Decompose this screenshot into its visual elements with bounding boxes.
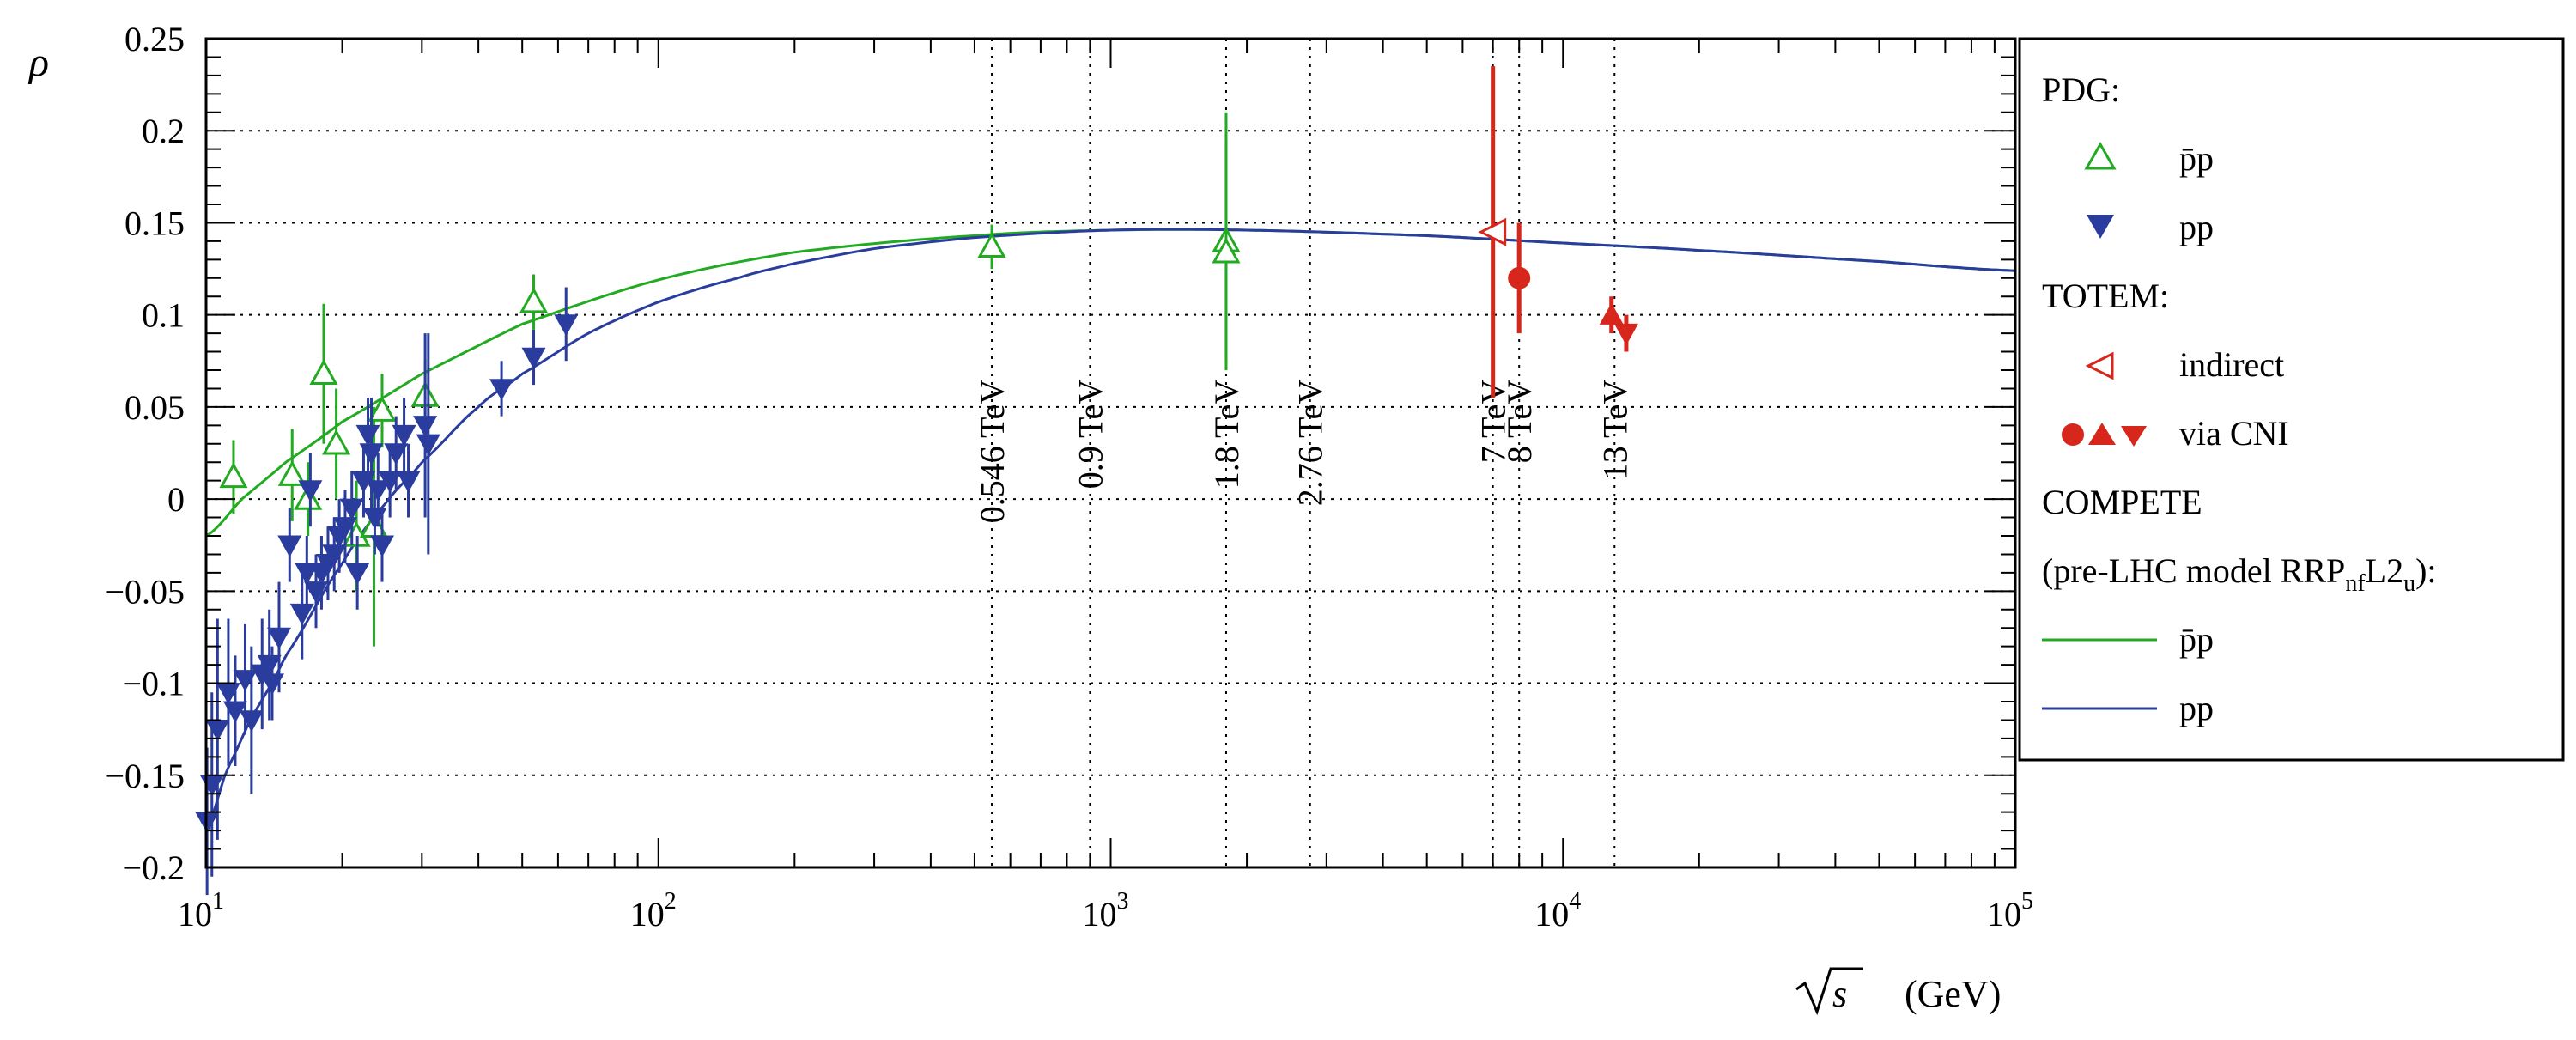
data-point-pdg [294,484,323,510]
data-point-pdg [222,701,247,723]
y-tick-label: −0.15 [105,757,185,795]
legend-pdg-pp-marker [2087,215,2114,239]
y-tick-label: 0.25 [125,20,185,58]
y-tick-label: 0.1 [142,296,185,335]
data-point-pdg [521,347,546,369]
y-tick-label: −0.05 [105,572,185,611]
data-point-pdg [366,480,391,502]
data-point-pdg [322,429,351,455]
data-point-pdg [416,434,440,456]
x-tick-label: 105 [1987,888,2033,934]
data-point-pdg [257,654,282,678]
y-axis-label: ρ [27,40,49,85]
energy-label: 1.8 TeV [1207,380,1246,490]
data-point-pdg [977,232,1006,258]
data-point-pdg [519,287,549,313]
data-point-totem [1613,323,1638,346]
legend-totem-header: TOTEM: [2042,277,2169,315]
legend-pdg-pbarp-marker [2084,141,2117,170]
y-tick-label: 0.2 [142,112,185,150]
legend-pdg-header: PDG: [2042,70,2120,109]
curve-pp [206,228,2015,831]
data-points [195,66,1638,896]
legend-totem-cni-marker [2062,423,2147,447]
data-point-pdg [339,498,364,520]
x-tick-label: 102 [630,888,677,934]
data-point-pdg [362,508,387,530]
legend-pdg-pp-label: pp [2179,208,2214,246]
legend-totem-indirect-label: indirect [2179,345,2284,384]
data-point-pdg [359,443,384,465]
legend-totem-indirect-marker [2085,351,2114,380]
x-axis-label: s (GeV) [1795,967,2001,1016]
data-point-totem [1599,302,1624,325]
legend-totem-cni-label: via CNI [2179,414,2289,453]
energy-label: 8 TeV [1500,380,1539,464]
y-tick-label: −0.2 [122,848,185,887]
energy-label: 13 TeV [1595,380,1634,481]
data-point-pdg [277,460,307,486]
data-point-pdg [392,424,416,447]
axis-ticks [205,38,2016,868]
data-point-pdg [1212,237,1241,264]
data-point-pdg [368,396,397,422]
y-tick-label: 0 [167,480,185,519]
data-point-pdg [309,359,338,385]
compete-curves [206,228,2015,831]
energy-label: 2.76 TeV [1291,380,1330,507]
x-tick-label: 104 [1534,888,1581,934]
legend: PDG: p̄p pp TOTEM: indirect via CNI COMP… [2018,37,2565,762]
x-tick-label: 101 [178,888,224,934]
x-tick-labels: 101 102 103 104 105 [178,888,2033,934]
plot-frame [204,37,2017,869]
data-point-pdg [259,673,284,696]
curve-pbarp [206,228,2015,538]
data-point-pdg [384,443,409,465]
data-point-pdg [396,471,421,493]
data-point-pdg [219,462,248,489]
sqrt-symbol [1795,967,1863,1016]
data-point-pdg [413,416,438,438]
y-tick-label: 0.15 [125,204,185,242]
y-tick-label: −0.1 [122,665,185,703]
legend-pdg-pbarp-label: p̄p [2179,139,2214,178]
energy-label: 0.9 TeV [1071,380,1109,490]
data-point-pdg [267,627,292,649]
energy-label: 0.546 TeV [973,380,1012,524]
data-point-pdg [554,314,579,337]
y-tick-labels: −0.2 −0.15 −0.1 −0.05 0 0.05 0.1 0.15 0.2 0.25 [105,20,185,887]
x-axis-variable: s [1832,973,1847,1015]
legend-compete-model: (pre-LHC model RRPnfL2u): [2042,551,2437,597]
grid-lines [206,130,2015,776]
legend-compete-header: COMPETE [2042,483,2202,521]
data-point-pdg [277,535,302,557]
data-point-pdg [239,710,264,733]
data-point-totem [1478,217,1507,246]
data-point-pdg [489,379,514,401]
x-tick-label: 103 [1083,888,1129,934]
legend-compete-pbarp-label: p̄p [2179,620,2214,659]
data-point-pdg [298,480,323,502]
data-point-pdg [205,719,230,742]
x-axis-unit: (GeV) [1905,973,2001,1015]
data-point-totem [1508,266,1531,289]
data-point-pdg [355,424,380,447]
data-point-pdg [345,563,370,585]
legend-compete-pp-label: pp [2179,689,2214,727]
y-tick-label: 0.05 [125,388,185,427]
data-point-pdg [351,471,376,493]
data-point-pdg [369,535,394,557]
